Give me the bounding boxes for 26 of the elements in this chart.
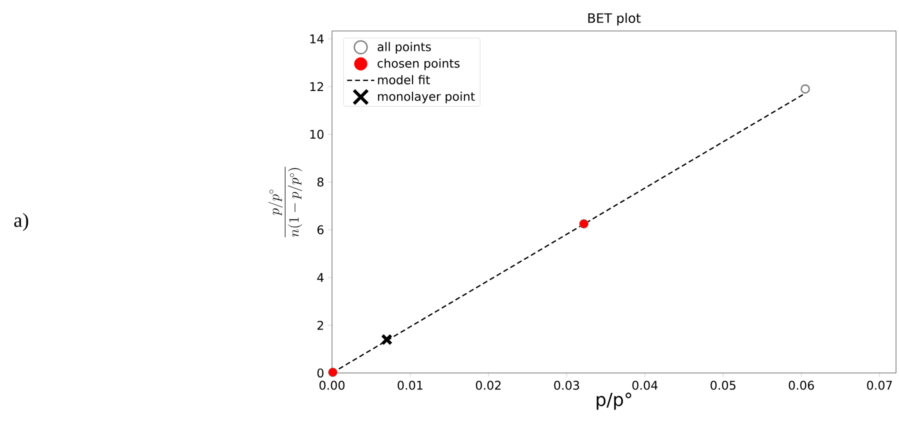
y-tick-label: 10 [310,130,324,139]
x-axis-title: p/p° [596,392,632,410]
legend-label: chosen points [378,58,460,70]
y-tick-label: 2 [318,320,324,330]
point [800,84,810,94]
x-tick-label: 0.06 [788,380,814,390]
y-tick-label: 12 [310,82,324,92]
x-tick-label: 0.07 [867,380,892,390]
y-tick-label: 0 [317,368,324,378]
chart-title: BET plot [588,12,641,26]
y-tick-label: 4 [317,273,324,282]
x-tick-label: 0.05 [710,380,736,390]
y-tick-label: 6 [317,225,324,234]
x-tick-label: 0.03 [554,380,580,390]
y-tick-label: 14 [310,34,324,44]
text: a) [14,212,28,232]
legend-label: all points [378,42,431,54]
x-tick-label: 0.02 [476,380,501,390]
x-tick-label: 0.00 [319,380,345,390]
y-tick-label: 8 [317,178,324,187]
y-axis-title: $\frac{p/p^{\circ}}{n(1-p/p^{\circ})}$ [268,166,302,238]
legend-label: monolayer point [378,92,475,104]
x-tick-label: 0.04 [632,380,658,390]
legend-label: model fit [378,75,430,84]
point [380,334,393,346]
x-tick-label: 0.01 [398,380,422,390]
